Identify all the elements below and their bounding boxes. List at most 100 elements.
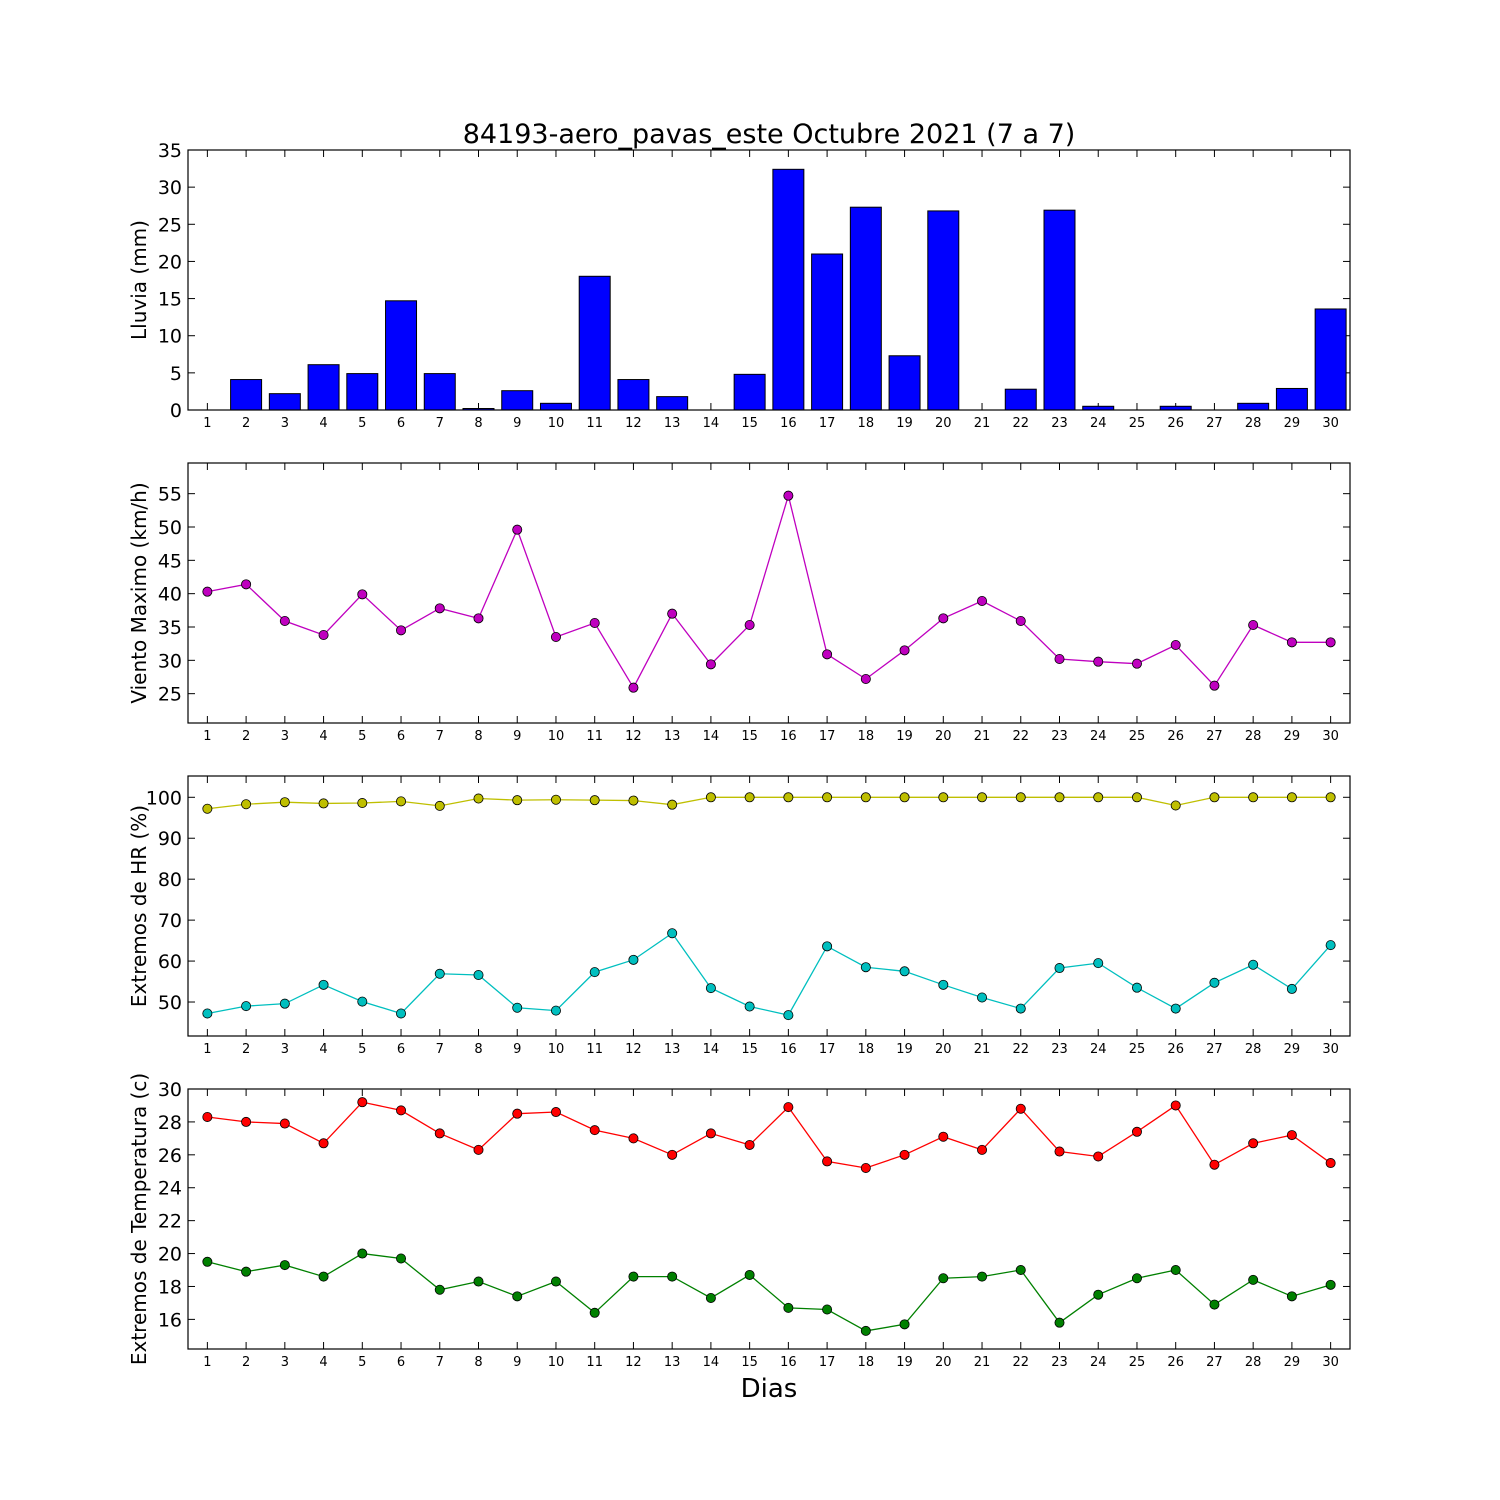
data-point <box>1131 982 1142 993</box>
data-point <box>667 608 678 619</box>
x-tick-label: 1 <box>203 729 211 744</box>
x-tick-label: 4 <box>319 1355 327 1370</box>
y-tick-label: 30 <box>158 177 182 199</box>
data-point <box>512 1291 523 1302</box>
x-tick-label: 25 <box>1129 1042 1146 1057</box>
rain-bar <box>617 379 650 411</box>
y-tick-label: 35 <box>158 140 182 162</box>
x-tick-label: 30 <box>1322 1042 1339 1057</box>
data-point <box>744 1001 755 1012</box>
x-tick-label: 6 <box>397 1355 405 1370</box>
x-tick-label: 15 <box>741 416 758 431</box>
x-tick-label: 22 <box>1012 416 1029 431</box>
rain-bar <box>1237 402 1270 411</box>
data-point <box>279 1118 290 1129</box>
x-tick-label: 7 <box>436 1042 444 1057</box>
data-point <box>1209 1299 1220 1310</box>
data-point <box>318 630 329 641</box>
x-tick-label: 26 <box>1167 416 1184 431</box>
data-point <box>550 1107 561 1118</box>
rain-bar <box>1314 308 1347 411</box>
rain-bar <box>230 379 263 411</box>
data-point <box>357 798 368 809</box>
y-axis-label: Viento Maximo (km/h) <box>127 482 151 703</box>
data-point <box>1286 983 1297 994</box>
data-point <box>589 967 600 978</box>
data-point <box>1248 959 1259 970</box>
x-tick-label: 17 <box>819 729 836 744</box>
x-tick-label: 13 <box>664 416 681 431</box>
data-point <box>473 1276 484 1287</box>
data-point <box>1131 792 1142 803</box>
x-tick-label: 14 <box>703 1042 720 1057</box>
data-point <box>202 1008 213 1019</box>
data-point <box>1209 680 1220 691</box>
y-axis-label: Extremos de Temperatura (c) <box>127 1073 151 1365</box>
data-point <box>1286 792 1297 803</box>
x-tick-label: 28 <box>1245 729 1262 744</box>
y-tick-label: 50 <box>158 992 182 1014</box>
data-point <box>860 1325 871 1336</box>
data-point <box>860 1162 871 1173</box>
x-tick-label: 11 <box>586 416 603 431</box>
data-point <box>1054 1146 1065 1157</box>
data-point <box>434 800 445 811</box>
y-tick-label: 16 <box>158 1309 182 1331</box>
x-tick-label: 16 <box>780 1042 797 1057</box>
x-tick-label: 10 <box>548 1042 565 1057</box>
x-tick-label: 12 <box>625 1042 642 1057</box>
x-tick-label: 24 <box>1090 1355 1107 1370</box>
rain-bar <box>385 300 418 411</box>
data-point <box>744 1269 755 1280</box>
x-tick-label: 9 <box>513 1355 521 1370</box>
x-tick-label: 20 <box>935 1042 952 1057</box>
y-tick-label: 30 <box>158 1079 182 1101</box>
data-point <box>589 795 600 806</box>
x-tick-label: 26 <box>1167 1355 1184 1370</box>
data-point <box>1209 792 1220 803</box>
y-tick-label: 90 <box>158 828 182 850</box>
x-tick-label: 22 <box>1012 1355 1029 1370</box>
data-point <box>1248 1138 1259 1149</box>
x-tick-label: 28 <box>1245 1042 1262 1057</box>
x-tick-label: 16 <box>780 416 797 431</box>
x-tick-label: 14 <box>703 416 720 431</box>
y-tick-label: 24 <box>158 1178 182 1200</box>
data-point <box>977 792 988 803</box>
figure-title: 84193-aero_pavas_este Octubre 2021 (7 a … <box>463 119 1076 150</box>
x-tick-label: 2 <box>242 1042 250 1057</box>
data-point <box>1015 1003 1026 1014</box>
data-point <box>434 1284 445 1295</box>
data-point <box>822 1304 833 1315</box>
x-tick-label: 19 <box>896 1355 913 1370</box>
x-tick-label: 11 <box>586 1355 603 1370</box>
data-point <box>357 1248 368 1259</box>
x-tick-label: 23 <box>1051 729 1068 744</box>
data-point <box>628 954 639 965</box>
x-tick-label: 19 <box>896 1042 913 1057</box>
data-point <box>396 625 407 636</box>
data-point <box>899 645 910 656</box>
data-point <box>318 1271 329 1282</box>
plot-frame <box>187 1088 1351 1350</box>
x-tick-label: 24 <box>1090 729 1107 744</box>
x-tick-label: 17 <box>819 1355 836 1370</box>
x-tick-label: 20 <box>935 729 952 744</box>
x-tick-label: 25 <box>1129 416 1146 431</box>
data-point <box>977 992 988 1003</box>
data-point <box>1054 1317 1065 1328</box>
data-point <box>434 603 445 614</box>
data-point <box>318 1138 329 1149</box>
y-tick-label: 30 <box>158 650 182 672</box>
data-point <box>318 979 329 990</box>
x-tick-label: 14 <box>703 729 720 744</box>
y-tick-label: 100 <box>146 787 182 809</box>
data-point <box>667 1271 678 1282</box>
data-point <box>241 799 252 810</box>
plot-frame <box>187 149 1351 411</box>
series-line-1 <box>207 1101 1332 1169</box>
rain-bar <box>423 373 456 411</box>
